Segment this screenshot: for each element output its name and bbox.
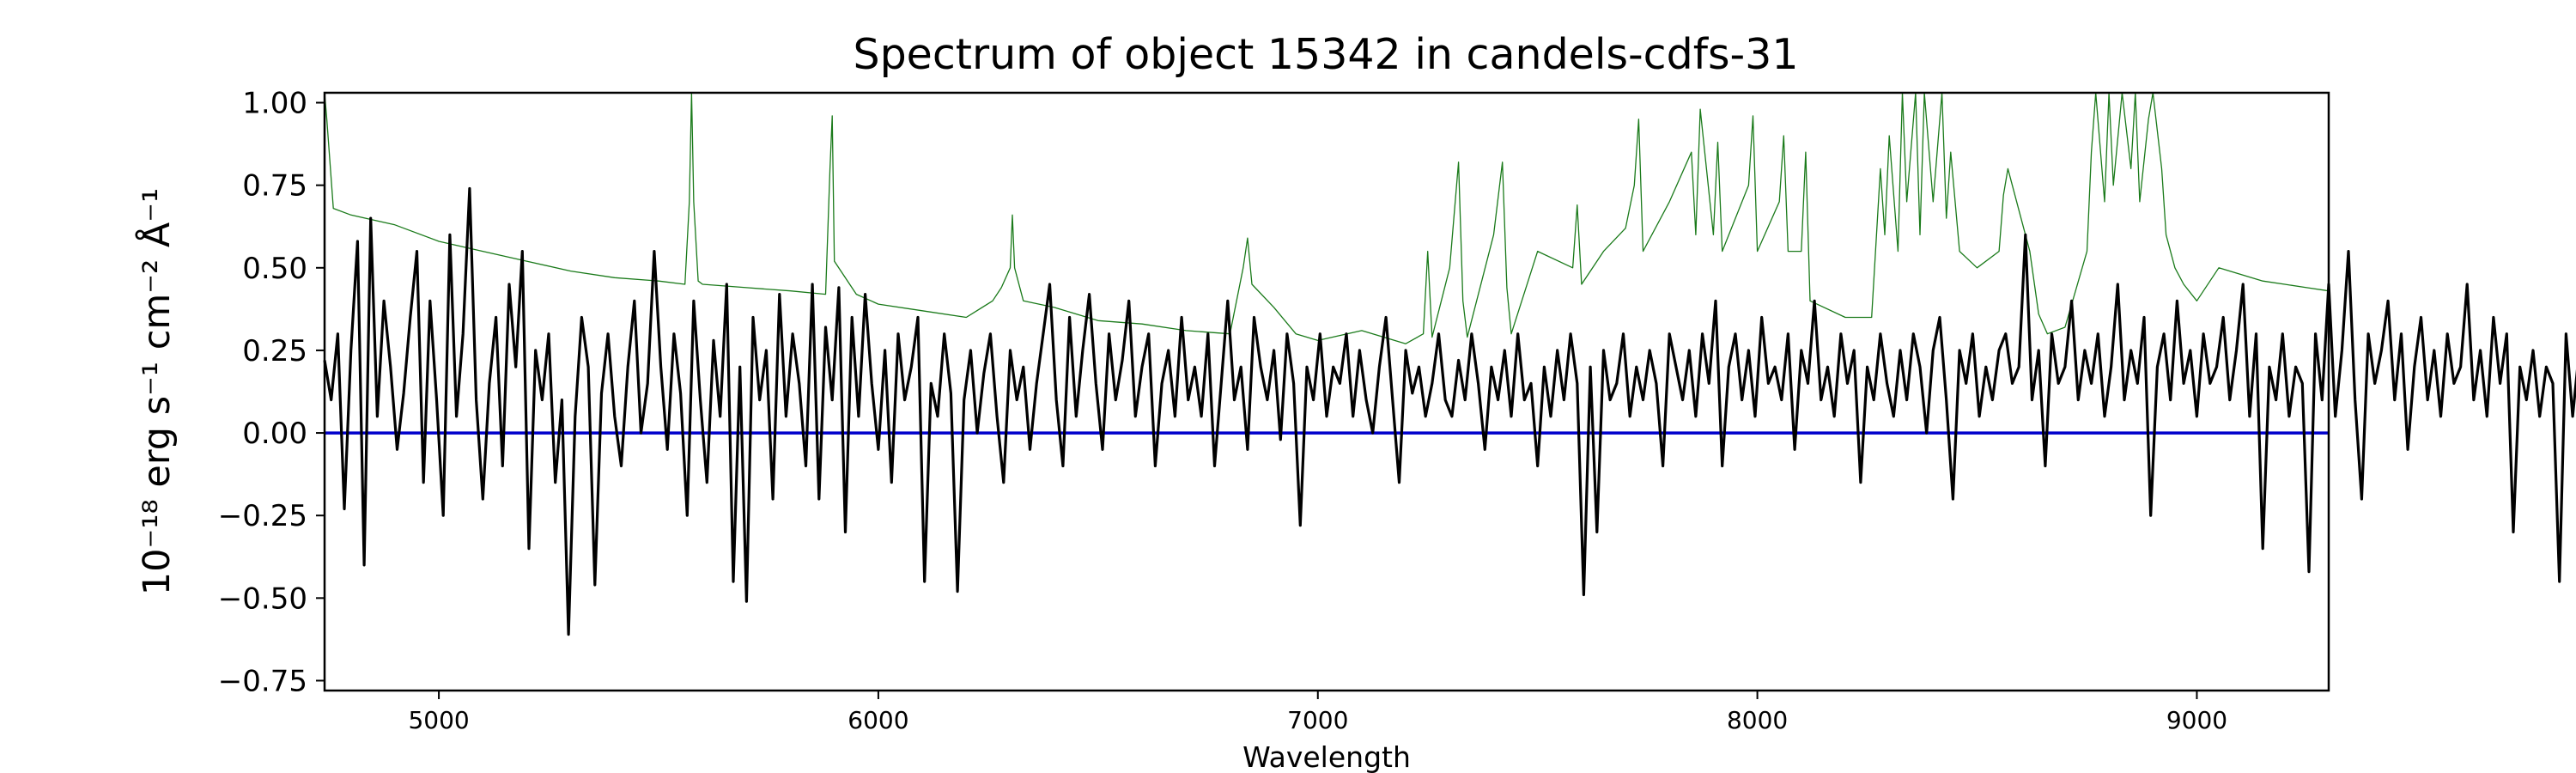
y-tick-label: −0.75 xyxy=(218,664,307,698)
flux-series-line xyxy=(323,186,2576,636)
x-axis: 5000 6000 7000 8000 9000 xyxy=(408,691,2227,734)
chart-title: Spectrum of object 15342 in candels-cdfs… xyxy=(853,30,1798,79)
y-tick-label: 1.00 xyxy=(242,87,307,121)
y-tick-label: 0.00 xyxy=(242,417,307,451)
x-tick-label: 7000 xyxy=(1287,706,1348,734)
y-tick-label: −0.25 xyxy=(218,499,307,533)
y-tick-label: 0.50 xyxy=(242,252,307,286)
error-series-line xyxy=(324,92,2330,344)
y-tick-label: −0.50 xyxy=(218,581,307,616)
x-tick-label: 5000 xyxy=(408,706,469,734)
y-tick-label: 0.25 xyxy=(242,334,307,368)
x-tick-label: 9000 xyxy=(2166,706,2227,734)
y-tick-label: 0.75 xyxy=(242,169,307,204)
x-tick-label: 8000 xyxy=(1727,706,1788,734)
y-axis-label: 10⁻¹⁸ erg s⁻¹ cm⁻² Å⁻¹ xyxy=(135,188,179,595)
axes-frame xyxy=(323,91,2330,692)
plot-area xyxy=(323,92,2576,636)
x-axis-label: Wavelength xyxy=(1242,740,1411,773)
y-axis: −0.75 −0.50 −0.25 0.00 0.25 0.50 0.75 1.00 xyxy=(218,87,325,698)
x-tick-label: 6000 xyxy=(848,706,908,734)
